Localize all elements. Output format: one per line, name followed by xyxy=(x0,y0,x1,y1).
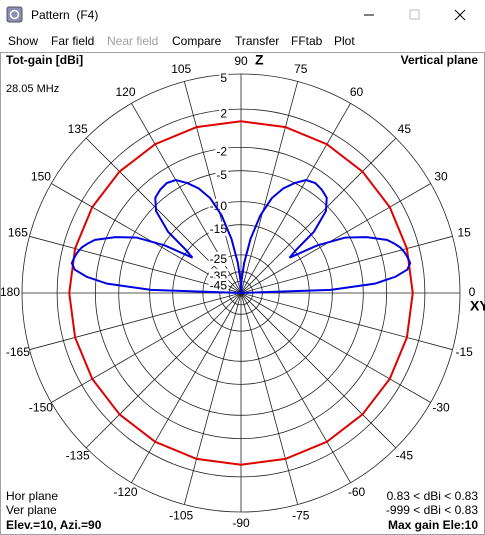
angle-tick-label: -60 xyxy=(348,485,366,499)
angle-tick-label: -90 xyxy=(232,516,250,530)
menu-item[interactable]: Show xyxy=(8,34,39,48)
label-bg xyxy=(219,106,229,121)
angle-tick-label: -135 xyxy=(66,449,90,463)
axis-label-xy: XY xyxy=(470,298,485,314)
angle-tick-label: 0 xyxy=(469,285,476,299)
radial-tick-label: -25 xyxy=(210,252,228,266)
series-line xyxy=(68,120,414,466)
spoke xyxy=(240,292,397,449)
ring xyxy=(172,224,310,362)
spoke xyxy=(240,235,453,294)
ring xyxy=(94,146,388,440)
spoke xyxy=(85,292,242,449)
radial-tick-label: -15 xyxy=(210,222,228,236)
label-bg xyxy=(208,221,229,236)
angle-tick-label: 165 xyxy=(8,225,28,239)
spoke xyxy=(240,137,397,294)
radial-tick-label: 5 xyxy=(220,71,227,85)
spoke xyxy=(183,81,242,294)
legend-entry: Hor plane xyxy=(6,489,58,503)
label-bg xyxy=(215,167,229,182)
ring xyxy=(56,108,426,478)
angle-tick-label: 150 xyxy=(31,170,51,184)
spoke xyxy=(240,292,431,403)
spoke xyxy=(29,235,242,294)
menu-item[interactable]: Near field xyxy=(107,34,159,48)
title-bar: Pattern (F4) xyxy=(0,0,485,30)
angle-tick-label: -165 xyxy=(6,345,30,359)
spoke xyxy=(29,292,242,351)
chart: Tot-gain [dBi] Vertical plane 28.05 MHz … xyxy=(0,52,485,535)
angle-tick-label: -30 xyxy=(432,401,450,415)
angle-tick-label: 180 xyxy=(0,285,20,299)
angle-tick-label: 45 xyxy=(398,122,412,136)
label-bg xyxy=(208,252,229,267)
angle-tick-label: -15 xyxy=(455,345,473,359)
spoke xyxy=(240,183,431,294)
spoke xyxy=(240,292,453,351)
angle-tick-label: 75 xyxy=(294,62,308,76)
angle-tick-label: 120 xyxy=(115,85,135,99)
spoke xyxy=(240,292,351,483)
angle-tick-label: -45 xyxy=(396,449,414,463)
angle-tick-label: -120 xyxy=(113,485,137,499)
status-left: Elev.=10, Azi.=90 xyxy=(6,518,102,532)
range-text: -999 < dBi < 0.83 xyxy=(386,503,478,517)
radial-tick-label: 2 xyxy=(220,106,227,120)
label-bg xyxy=(219,71,229,86)
spoke xyxy=(240,81,299,294)
menu-item[interactable]: Transfer xyxy=(235,34,280,48)
close-button[interactable] xyxy=(454,9,466,21)
spoke xyxy=(131,292,242,483)
ring xyxy=(149,201,333,385)
window-title: Pattern (F4) xyxy=(31,8,99,22)
series-line xyxy=(70,179,412,294)
menu-item[interactable]: Plot xyxy=(334,34,355,48)
radial-tick-label: -45 xyxy=(210,278,228,292)
label-bg xyxy=(215,144,229,159)
menu-item[interactable]: Far field xyxy=(51,34,95,48)
app-icon-glyph xyxy=(9,9,20,20)
angle-tick-label: -105 xyxy=(169,508,193,522)
angle-tick-label: 60 xyxy=(350,85,364,99)
spoke xyxy=(85,137,242,294)
ring xyxy=(118,170,364,416)
menu-bar: Show Far field Near field Compare Transfer FF… xyxy=(0,30,485,52)
range-text: 0.83 < dBi < 0.83 xyxy=(387,489,479,503)
chart-title: Tot-gain [dBi] xyxy=(6,53,83,67)
label-bg xyxy=(208,278,229,293)
app-icon xyxy=(6,6,23,23)
angle-tick-label: -150 xyxy=(29,401,53,415)
menu-item[interactable]: FFtab xyxy=(291,34,323,48)
menu-item[interactable]: Compare xyxy=(172,34,222,48)
legend-entry: Ver plane xyxy=(6,503,57,517)
maximize-button[interactable] xyxy=(409,9,420,20)
title-icons xyxy=(6,6,466,23)
spoke xyxy=(240,292,299,505)
spoke xyxy=(240,103,351,294)
angle-tick-label: -75 xyxy=(292,508,310,522)
status-right: Max gain Ele:10 xyxy=(388,518,478,532)
radial-tick-label: -5 xyxy=(216,168,227,182)
ring xyxy=(21,73,461,513)
frequency: 28.05 MHz xyxy=(6,83,59,95)
angle-tick-label: 30 xyxy=(434,170,448,184)
angle-tick-label: 105 xyxy=(171,62,191,76)
spoke xyxy=(51,292,242,403)
axis-label-z: Z xyxy=(255,52,264,68)
spoke xyxy=(183,292,242,505)
ring xyxy=(202,254,280,332)
angle-tick-label: 135 xyxy=(68,122,88,136)
radial-tick-label: -2 xyxy=(216,145,227,159)
angle-tick-label: 15 xyxy=(457,225,471,239)
angle-tick-label: 90 xyxy=(234,54,248,68)
chart-subtitle: Vertical plane xyxy=(401,53,479,67)
